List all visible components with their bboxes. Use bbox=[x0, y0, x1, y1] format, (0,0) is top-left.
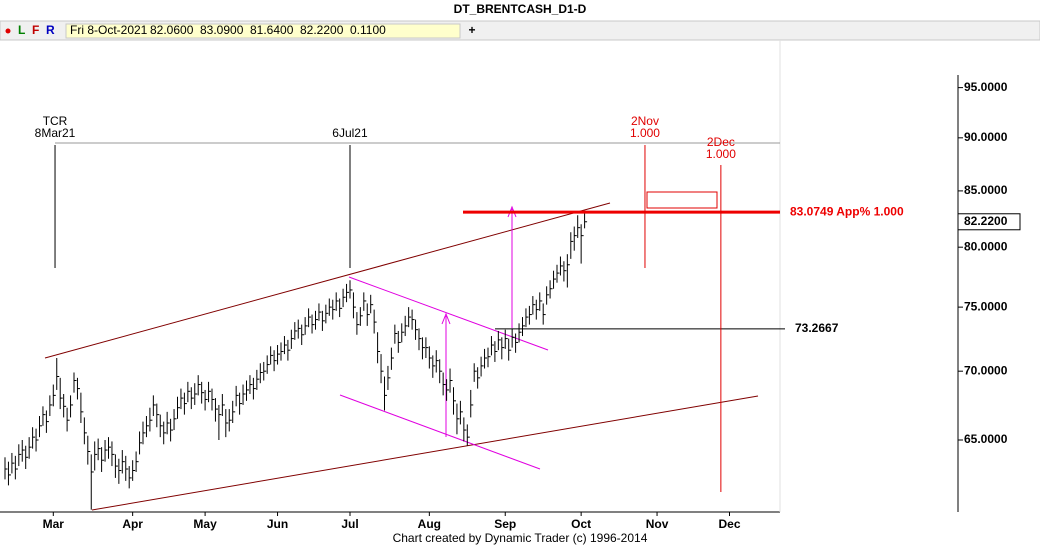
x-tick-label: Sep bbox=[494, 517, 516, 531]
time-marker-label: 1.000 bbox=[706, 147, 736, 161]
y-tick-label: 65.0000 bbox=[964, 432, 1008, 446]
last-price-label: 82.2200 bbox=[964, 214, 1008, 228]
last-price-flag bbox=[957, 213, 1021, 231]
footer: Chart created by Dynamic Trader (c) 1996… bbox=[393, 531, 648, 545]
price-level-label: 73.2667 bbox=[795, 321, 839, 335]
price-level-label: 83.0749 App% 1.000 bbox=[790, 204, 904, 218]
x-tick-label: Apr bbox=[122, 517, 143, 531]
flag-line bbox=[339, 394, 541, 470]
channel-line bbox=[91, 395, 759, 511]
channel-line bbox=[44, 202, 611, 359]
title: DT_BRENTCASH_D1-D bbox=[454, 2, 587, 16]
data-field: 0.1100 bbox=[350, 23, 386, 37]
x-tick-label: Nov bbox=[646, 517, 669, 531]
time-marker-label: 8Mar21 bbox=[35, 126, 76, 140]
time-marker-label: TCR bbox=[43, 114, 68, 128]
x-tick-label: Oct bbox=[571, 517, 591, 531]
x-tick-label: May bbox=[193, 517, 217, 531]
data-field: Fri 8-Oct-2021 bbox=[70, 23, 148, 37]
y-tick-label: 85.0000 bbox=[964, 183, 1008, 197]
target-box bbox=[646, 191, 718, 209]
title-bar bbox=[0, 0, 1040, 20]
time-marker-label: 6Jul21 bbox=[332, 126, 368, 140]
toolbar-button[interactable]: R bbox=[46, 23, 55, 37]
y-tick-label: 70.0000 bbox=[964, 363, 1008, 377]
x-tick-label: Dec bbox=[718, 517, 740, 531]
data-field: 81.6400 bbox=[250, 23, 294, 37]
y-tick-label: 75.0000 bbox=[964, 299, 1008, 313]
y-tick-label: 80.0000 bbox=[964, 239, 1008, 253]
time-marker-label: 2Nov bbox=[631, 114, 659, 128]
time-marker-label: 2Dec bbox=[707, 135, 735, 149]
y-tick-label: 90.0000 bbox=[964, 130, 1008, 144]
x-tick-label: Aug bbox=[418, 517, 441, 531]
toolbar-dot[interactable] bbox=[5, 28, 11, 34]
data-field: 83.0900 bbox=[200, 23, 244, 37]
toolbar-button[interactable]: F bbox=[32, 23, 39, 37]
x-tick-label: Jul bbox=[341, 517, 358, 531]
y-tick-label: 95.0000 bbox=[964, 80, 1008, 94]
data-field: 82.0600 bbox=[150, 23, 194, 37]
add-button[interactable]: + bbox=[468, 23, 475, 37]
data-field: 82.2200 bbox=[300, 23, 344, 37]
time-marker-label: 1.000 bbox=[630, 126, 660, 140]
toolbar-button[interactable]: L bbox=[18, 23, 25, 37]
data-field-box bbox=[65, 23, 461, 39]
arrow-head bbox=[441, 312, 451, 325]
x-tick-label: Mar bbox=[43, 517, 65, 531]
flag-line bbox=[348, 276, 549, 351]
x-tick-label: Jun bbox=[267, 517, 288, 531]
